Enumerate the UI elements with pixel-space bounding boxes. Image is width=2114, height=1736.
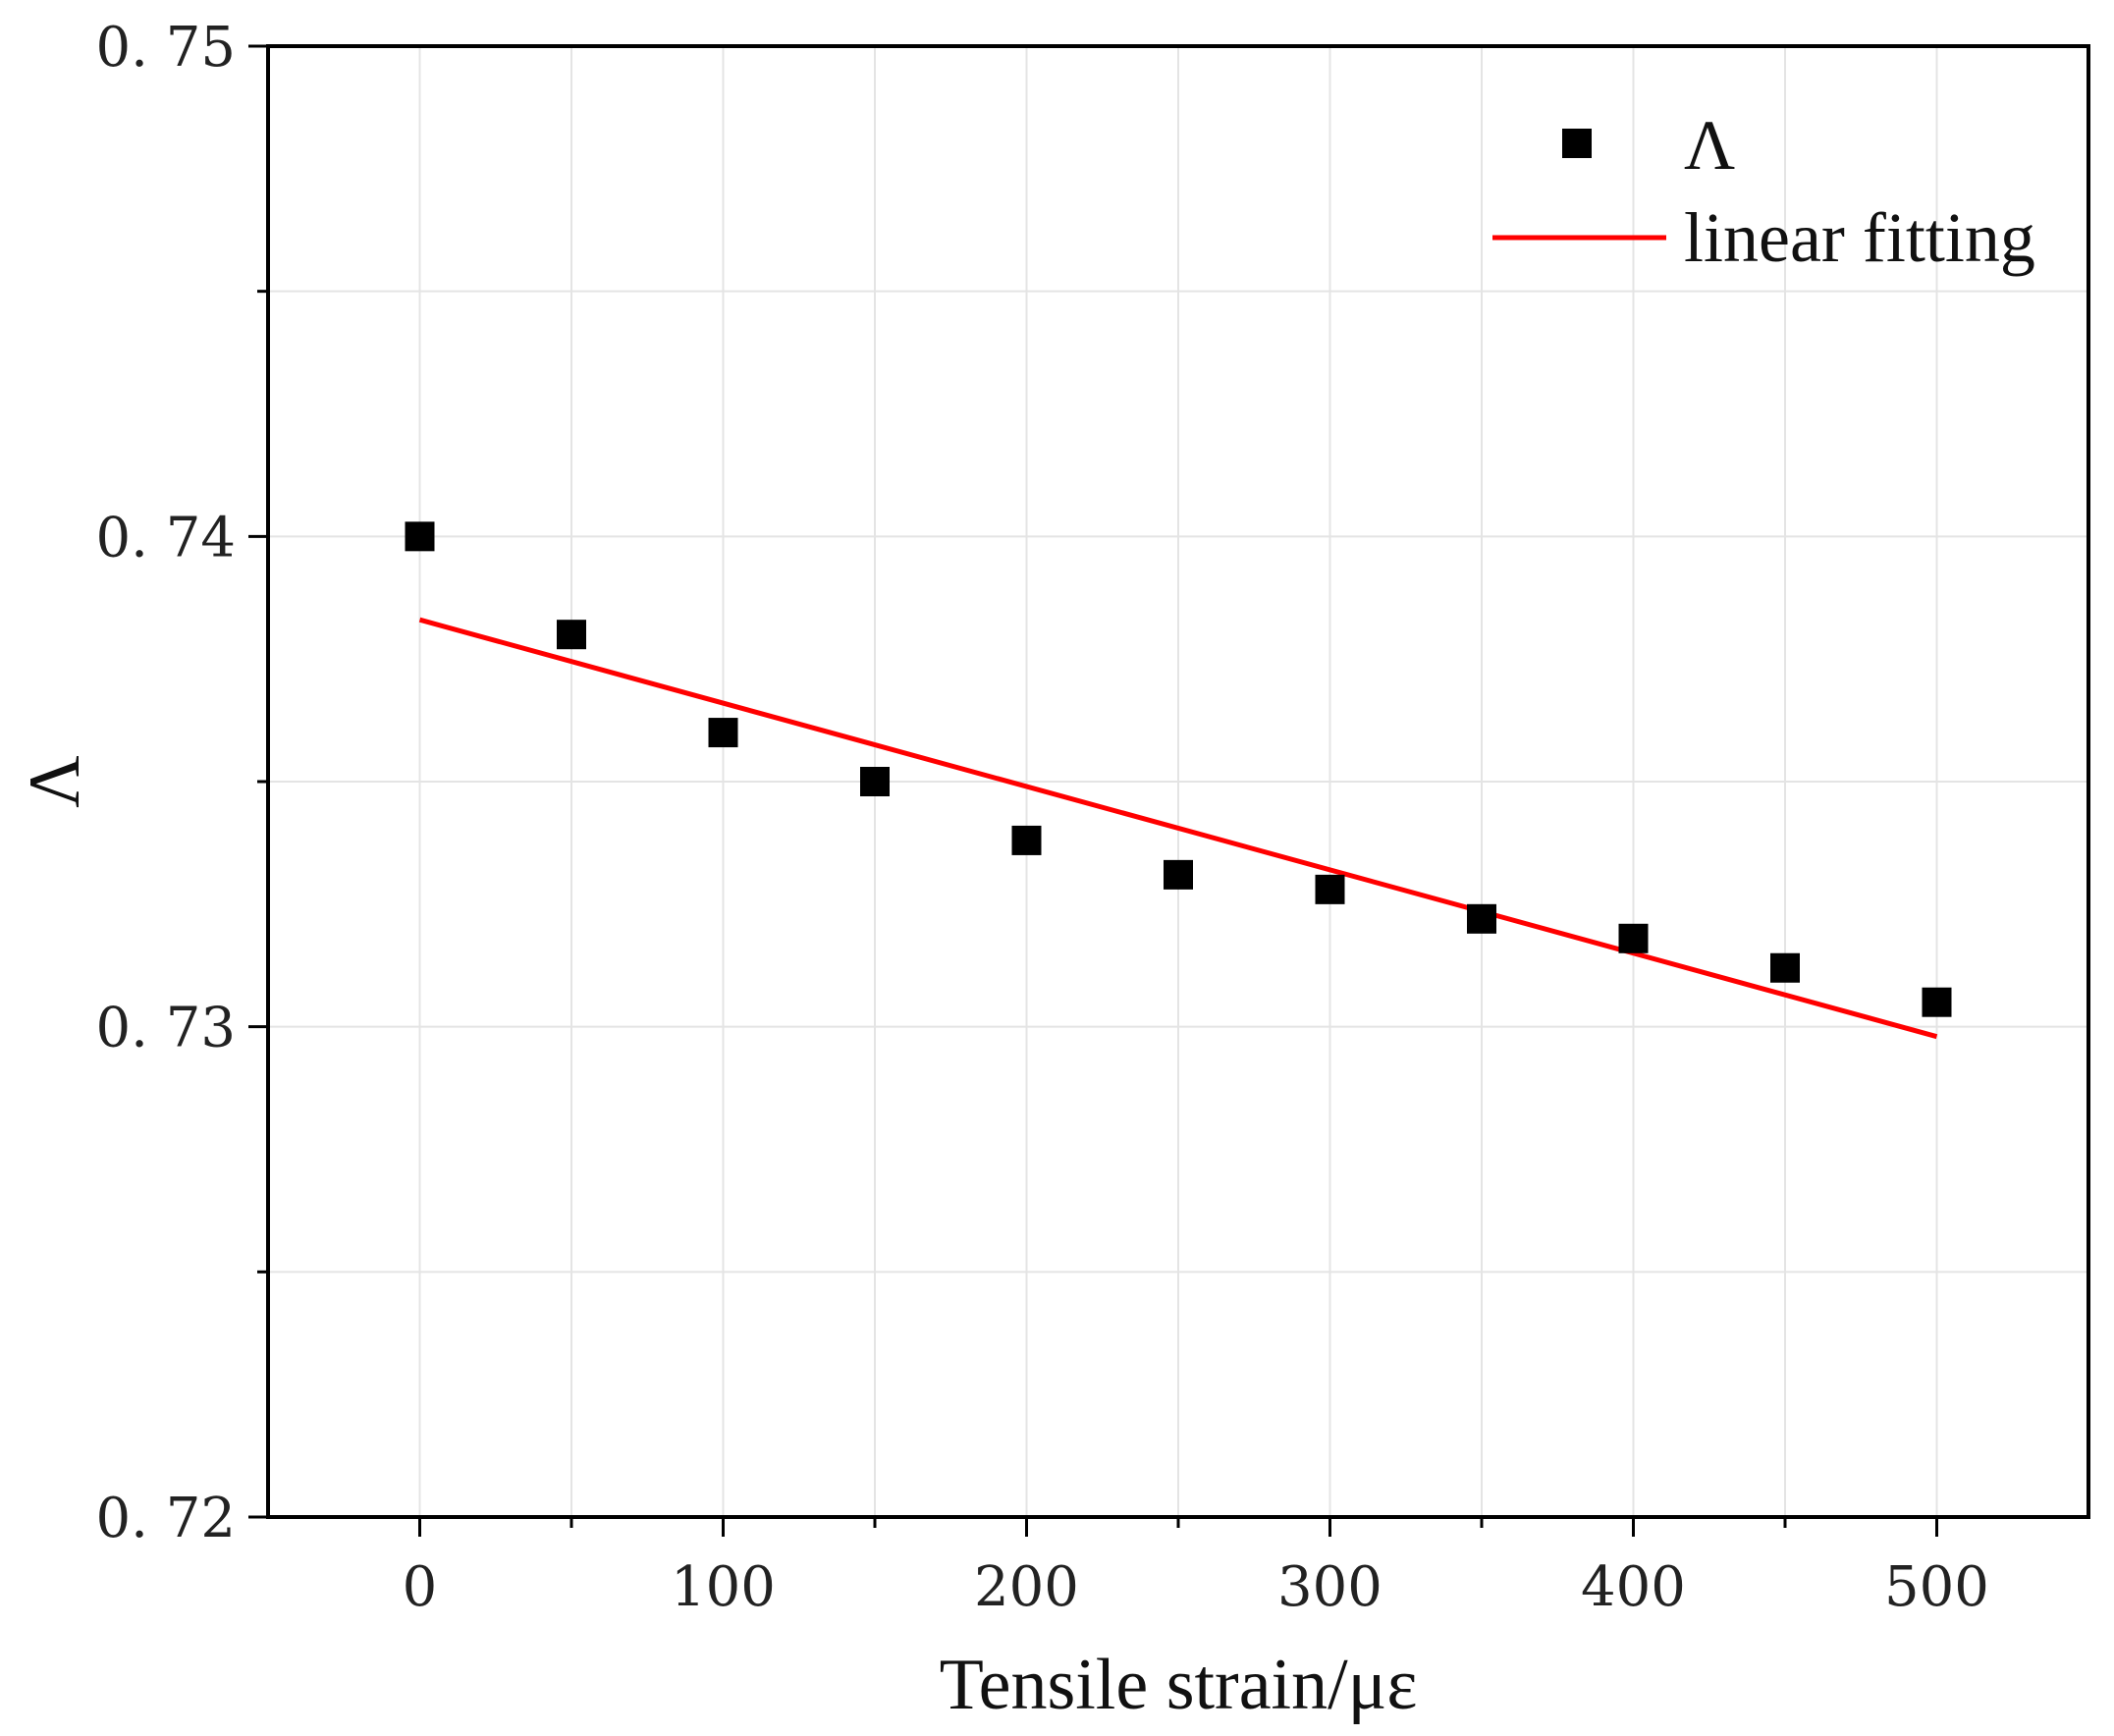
legend-label-linear-fitting: linear fitting xyxy=(1684,198,2035,277)
data-point-square xyxy=(405,521,435,552)
legend: Λ linear fitting xyxy=(1492,106,2035,277)
data-series xyxy=(405,521,1952,1040)
x-tick-label: 400 xyxy=(1581,1555,1686,1619)
data-point-square xyxy=(1770,952,1800,983)
x-tick-label: 200 xyxy=(974,1555,1079,1619)
data-point-square xyxy=(1922,987,1952,1017)
x-axis-title: Tensile strain/με xyxy=(940,1645,1418,1725)
y-tick-label: 0. 72 xyxy=(96,1487,237,1550)
y-tick-labels: 0. 72 0. 73 0. 74 0. 75 xyxy=(96,16,237,1550)
y-tick-label: 0. 73 xyxy=(96,997,237,1060)
data-point-square xyxy=(1618,923,1649,953)
data-point-square xyxy=(1315,874,1345,904)
x-tick-label: 500 xyxy=(1884,1555,1989,1619)
x-tick-label: 0 xyxy=(403,1555,438,1619)
legend-label-lambda: Λ xyxy=(1684,106,1735,185)
data-point-square xyxy=(1164,859,1193,890)
data-point-square xyxy=(1467,903,1496,934)
data-point-square xyxy=(557,620,586,650)
x-tick-label: 300 xyxy=(1277,1555,1382,1619)
legend-marker-square xyxy=(1562,129,1592,158)
fit-line xyxy=(418,617,1938,1040)
x-tick-label: 100 xyxy=(671,1555,776,1619)
x-tick-labels: 0 100 200 300 400 500 xyxy=(403,1555,1989,1619)
data-point-square xyxy=(1011,825,1042,855)
y-tick-label: 0. 75 xyxy=(96,16,237,80)
data-point-square xyxy=(708,718,738,748)
grid-lines xyxy=(268,46,2088,1517)
y-axis-title: Λ xyxy=(15,755,95,808)
y-tick-label: 0. 74 xyxy=(96,506,237,570)
data-point-square xyxy=(860,767,890,796)
plot-frame xyxy=(266,44,2090,1519)
